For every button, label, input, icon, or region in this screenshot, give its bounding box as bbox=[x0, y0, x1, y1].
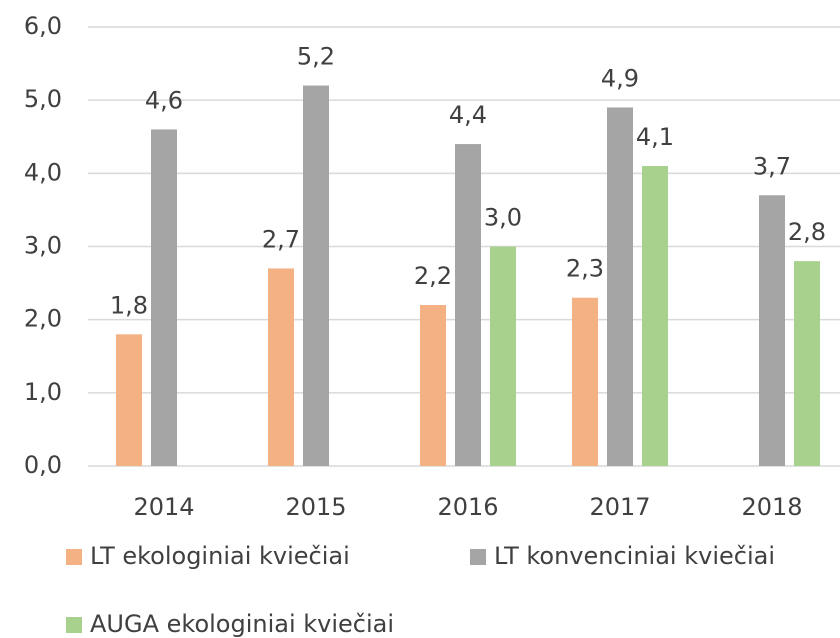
bar bbox=[455, 144, 481, 467]
x-tick-label: 2016 bbox=[437, 493, 498, 521]
bar bbox=[303, 85, 329, 467]
y-tick-label: 1,0 bbox=[24, 378, 62, 406]
x-tick-label: 2014 bbox=[133, 493, 194, 521]
legend-label: LT ekologiniai kviečiai bbox=[90, 542, 350, 570]
data-label: 4,9 bbox=[601, 64, 639, 92]
data-label: 4,4 bbox=[449, 101, 487, 129]
bar bbox=[151, 129, 177, 466]
legend-swatch bbox=[66, 617, 82, 633]
bar bbox=[420, 305, 446, 466]
y-tick-label: 4,0 bbox=[24, 158, 62, 186]
y-tick-label: 6,0 bbox=[24, 12, 62, 40]
bar bbox=[116, 334, 142, 466]
y-tick-label: 3,0 bbox=[24, 232, 62, 260]
y-tick-label: 2,0 bbox=[24, 305, 62, 333]
data-label: 1,8 bbox=[110, 291, 148, 319]
data-label: 5,2 bbox=[297, 43, 335, 71]
data-label: 2,3 bbox=[566, 255, 604, 283]
bar bbox=[572, 297, 598, 466]
data-label: 4,1 bbox=[636, 123, 674, 151]
x-tick-label: 2018 bbox=[741, 493, 802, 521]
data-label: 4,6 bbox=[145, 86, 183, 114]
data-label: 2,8 bbox=[788, 218, 826, 246]
bar bbox=[642, 166, 668, 466]
data-label: 3,7 bbox=[753, 152, 791, 180]
legend-label: AUGA ekologiniai kviečiai bbox=[90, 610, 394, 638]
y-tick-label: 5,0 bbox=[24, 85, 62, 113]
x-tick-label: 2015 bbox=[285, 493, 346, 521]
legend-swatch bbox=[66, 549, 82, 565]
bar bbox=[268, 268, 294, 466]
bar bbox=[794, 261, 820, 466]
bar bbox=[607, 107, 633, 466]
data-label: 2,2 bbox=[414, 262, 452, 290]
bar bbox=[759, 195, 785, 467]
data-label: 2,7 bbox=[262, 225, 300, 253]
legend-swatch bbox=[470, 549, 486, 565]
y-tick-label: 0,0 bbox=[24, 451, 62, 479]
legend-label: LT konvenciniai kviečiai bbox=[494, 542, 775, 570]
bar bbox=[490, 246, 516, 466]
x-tick-label: 2017 bbox=[589, 493, 650, 521]
data-label: 3,0 bbox=[484, 204, 522, 232]
